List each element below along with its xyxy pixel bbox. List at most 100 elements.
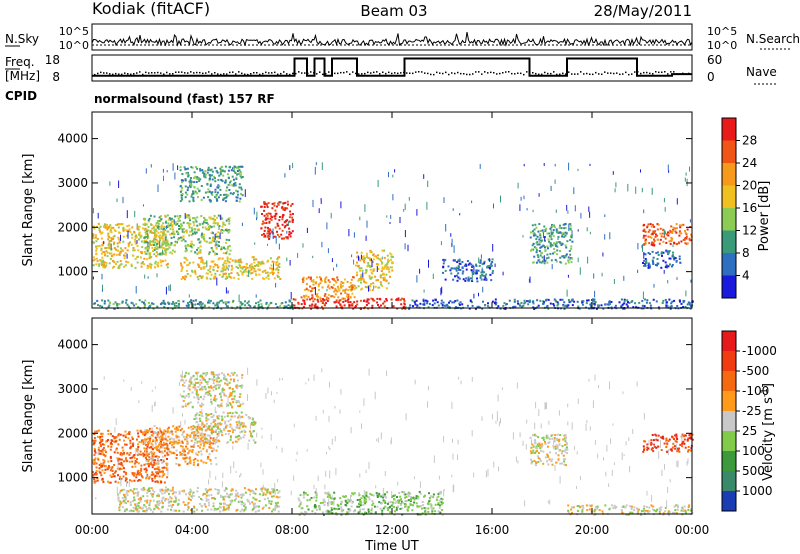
- scatter-cell: [204, 372, 207, 375]
- scatter-cell: [233, 499, 236, 502]
- scatter-cell: [461, 272, 464, 275]
- scatter-cell: [660, 251, 663, 254]
- scatter-cell: [175, 241, 178, 244]
- scatter-cell: [670, 302, 673, 305]
- velocity-scatter-cells: [92, 367, 694, 516]
- scatter-cell: [403, 300, 406, 302]
- freq-dot: [640, 72, 642, 75]
- scatter-cell: [216, 425, 219, 428]
- scatter-cell: [113, 464, 116, 466]
- scatter-cell: [564, 262, 567, 265]
- scatter-cell: [545, 298, 548, 301]
- scatter-cell: [376, 301, 379, 304]
- scatter-cell: [153, 451, 156, 454]
- scatter-cell: [212, 371, 215, 374]
- scatter-cell: [234, 495, 237, 498]
- freq-dot: [121, 73, 123, 76]
- scatter-cell: [209, 225, 212, 227]
- scatter-cell: [197, 371, 200, 374]
- scatter-cell: [137, 435, 140, 438]
- scatter-cell: [645, 301, 648, 304]
- scatter-cell: [327, 284, 330, 287]
- scatter-cell: [150, 266, 152, 268]
- scatter-cell: [136, 228, 139, 231]
- scatter-cell: [150, 223, 152, 226]
- scatter-cell: [546, 304, 549, 307]
- scatter-cell: [119, 247, 122, 250]
- scatter-cell: [119, 489, 122, 492]
- scatter-cell: [175, 491, 178, 494]
- scatter-cell: [133, 499, 136, 502]
- scatter-cell: [259, 306, 262, 309]
- scatter-cell: [547, 238, 550, 241]
- scatter-cell: [254, 421, 257, 424]
- scatter-cell: [169, 450, 171, 453]
- scatter-cell: [182, 450, 184, 453]
- scatter-cell: [274, 268, 277, 271]
- scatter-cell: [156, 240, 159, 243]
- scatter-cell: [288, 227, 291, 230]
- scatter-cell: [243, 429, 246, 432]
- scatter-cell: [203, 262, 206, 265]
- scatter-cell: [201, 385, 204, 388]
- scatter-cell: [274, 303, 277, 306]
- scatter-cell: [92, 233, 95, 236]
- scatter-cell: [311, 294, 314, 297]
- scatter-cell: [253, 505, 255, 508]
- scatter-cell: [238, 172, 241, 175]
- scatter-cell: [261, 507, 264, 510]
- scatter-cell: [201, 429, 204, 432]
- scatter-cell: [174, 500, 177, 503]
- date-title: 28/May/2011: [594, 2, 692, 20]
- scatter-cell: [123, 228, 126, 231]
- scatter-cell: [146, 264, 149, 267]
- scatter-cell: [179, 453, 182, 456]
- scatter-cell: [365, 254, 368, 257]
- scatter-cell: [212, 237, 214, 240]
- scatter-cell: [111, 260, 114, 263]
- scatter-cell: [234, 415, 237, 418]
- scatter-cell: [115, 253, 118, 256]
- scatter-cell: [200, 405, 203, 408]
- scatter-streak: [544, 236, 546, 241]
- scatter-cell: [160, 450, 163, 453]
- freq-dot: [364, 72, 366, 75]
- scatter-cell: [209, 458, 212, 461]
- scatter-cell: [353, 284, 356, 287]
- scatter-cell: [411, 299, 414, 302]
- scatter-streak: [428, 259, 429, 268]
- scatter-cell: [157, 228, 160, 231]
- scatter-cell: [312, 300, 315, 303]
- scatter-cell: [245, 270, 248, 273]
- freq-dot: [574, 73, 576, 75]
- scatter-cell: [239, 421, 242, 424]
- scatter-cell: [444, 269, 447, 272]
- scatter-cell: [472, 273, 475, 276]
- scatter-cell: [108, 240, 111, 242]
- scatter-cell: [194, 271, 197, 274]
- scatter-cell: [255, 498, 258, 501]
- scatter-cell: [392, 305, 395, 308]
- scatter-cell: [653, 244, 656, 247]
- scatter-cell: [194, 228, 197, 231]
- scatter-cell: [546, 245, 549, 248]
- scatter-cell: [93, 480, 96, 483]
- scatter-cell: [194, 457, 197, 460]
- scatter-cell: [289, 213, 292, 216]
- scatter-cell: [483, 262, 486, 265]
- scatter-streak: [686, 178, 688, 187]
- scatter-cell: [536, 306, 539, 309]
- scatter-cell: [655, 300, 658, 303]
- scatter-cell: [202, 196, 205, 199]
- scatter-cell: [569, 224, 572, 227]
- freq-dot: [538, 73, 540, 76]
- scatter-streak: [399, 216, 401, 224]
- scatter-cell: [353, 288, 356, 291]
- scatter-cell: [222, 221, 225, 224]
- scatter-cell: [172, 504, 174, 506]
- colorbar-tick-label: 20: [742, 179, 757, 193]
- scatter-streak: [637, 269, 639, 273]
- scatter-cell: [678, 234, 681, 237]
- scatter-cell: [561, 242, 564, 245]
- scatter-cell: [99, 443, 102, 446]
